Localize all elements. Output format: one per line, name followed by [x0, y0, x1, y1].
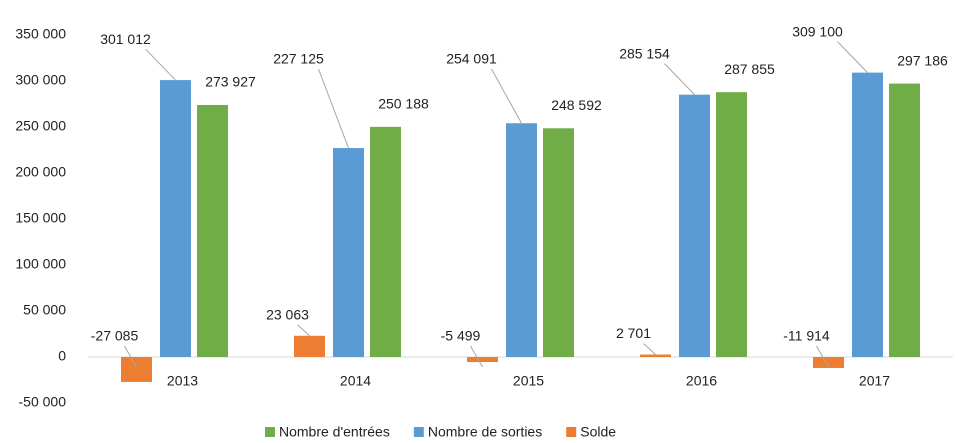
y-tick-label: 250 000 — [15, 118, 66, 134]
bar — [543, 128, 574, 357]
bar — [813, 357, 844, 368]
y-tick-label: 150 000 — [15, 210, 66, 226]
leader-line — [664, 63, 695, 96]
data-label: 297 186 — [897, 52, 948, 68]
y-tick-label: 100 000 — [15, 256, 66, 272]
data-label: 301 012 — [100, 31, 151, 47]
bar — [197, 104, 228, 358]
y-tick-label: 0 — [58, 348, 66, 364]
bar — [640, 354, 671, 357]
legend-swatch — [566, 427, 577, 437]
y-tick-label: 300 000 — [15, 72, 66, 88]
x-tick-label: 2017 — [859, 373, 890, 389]
bar — [889, 83, 920, 358]
y-tick-label: 350 000 — [15, 26, 66, 42]
bar — [716, 92, 747, 357]
y-tick-label: -50 000 — [19, 394, 67, 410]
data-label: 285 154 — [619, 45, 670, 61]
leader-line — [318, 68, 349, 149]
leader-line — [837, 41, 868, 73]
data-label: 248 592 — [551, 97, 602, 113]
bar — [679, 94, 710, 357]
x-tick-label: 2015 — [513, 373, 544, 389]
leader-line — [816, 345, 829, 368]
y-tick-label: 200 000 — [15, 164, 66, 180]
data-label: 309 100 — [792, 23, 843, 39]
data-label: -5 499 — [441, 328, 481, 344]
data-label: 227 125 — [273, 51, 324, 67]
data-label: 23 063 — [266, 306, 309, 322]
bar — [852, 72, 883, 358]
leader-line — [643, 343, 656, 355]
x-tick-label: 2014 — [340, 373, 371, 389]
legend-label: Solde — [580, 424, 616, 440]
bar — [121, 357, 152, 382]
leader-line — [491, 68, 522, 124]
bar — [467, 357, 498, 363]
data-label: 273 927 — [205, 74, 256, 90]
data-label: 2 701 — [616, 325, 651, 341]
legend-swatch — [265, 427, 275, 437]
data-label: 254 091 — [446, 51, 497, 67]
leader-line — [124, 345, 137, 368]
legend-label: Nombre d'entrées — [279, 424, 390, 440]
leader-line — [145, 48, 176, 81]
legend-swatch — [413, 427, 424, 437]
bar — [333, 148, 364, 357]
bar — [160, 80, 191, 357]
x-tick-label: 2016 — [686, 373, 717, 389]
data-label: 250 188 — [378, 96, 429, 112]
data-label: -11 914 — [783, 328, 830, 344]
bar — [506, 123, 537, 357]
leader-line — [297, 324, 310, 337]
bar — [294, 335, 325, 357]
bar — [370, 126, 401, 357]
data-label: 287 855 — [724, 61, 775, 77]
legend-label: Nombre de sorties — [428, 424, 542, 440]
leader-line — [470, 345, 483, 368]
y-tick-label: 50 000 — [23, 302, 66, 318]
x-tick-label: 2013 — [167, 373, 198, 389]
data-label: -27 085 — [91, 328, 139, 344]
